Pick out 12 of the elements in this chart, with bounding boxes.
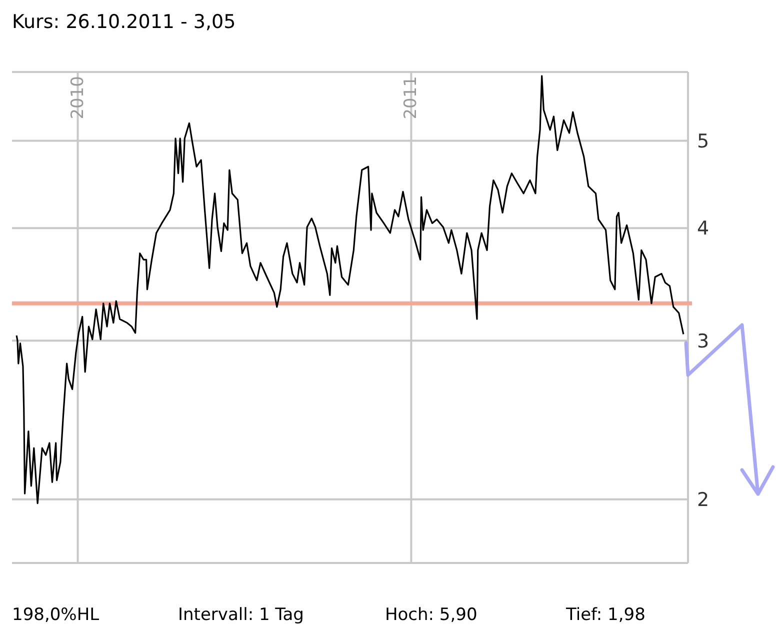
x-tick-label: 2011	[401, 76, 422, 120]
text: 198,0%HL	[12, 605, 100, 625]
y-tick-label: 4	[696, 218, 710, 240]
text: Intervall: 1 Tag	[178, 605, 304, 625]
y-tick-label: 3	[696, 330, 710, 352]
text: Tief: 1,98	[565, 605, 646, 625]
y-tick-label: 5	[696, 130, 710, 152]
text: Hoch: 5,90	[385, 605, 478, 625]
x-tick-label: 2010	[68, 76, 88, 120]
chart-title: Kurs: 26.10.2011 - 3,05	[12, 11, 236, 33]
y-tick-label: 2	[696, 489, 710, 512]
line-series	[16, 75, 684, 504]
